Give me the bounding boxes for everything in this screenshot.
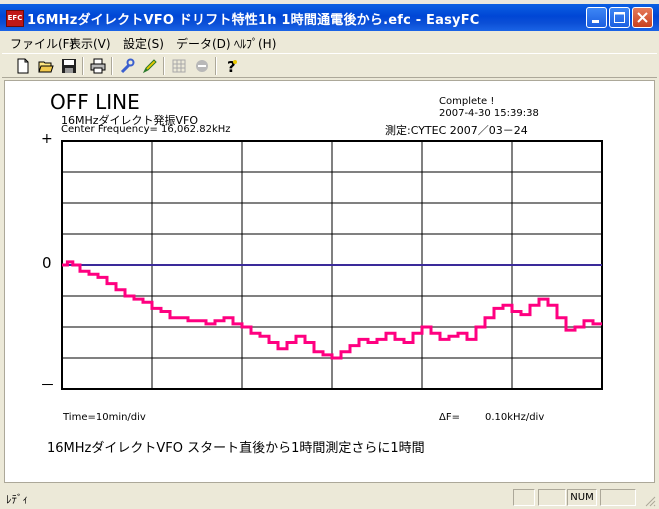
- title-bar[interactable]: EFC 16MHzダイレクトVFO ドリフト特性1h 1時間通電後から.efc …: [0, 4, 659, 31]
- menu-data[interactable]: データ(D): [176, 37, 231, 51]
- print-icon: [90, 58, 106, 74]
- new-file-button[interactable]: [13, 57, 33, 75]
- toolbar-separator: [215, 57, 217, 75]
- num-lock-indicator: NUM: [567, 489, 597, 506]
- toolbar-separator: [82, 57, 84, 75]
- y-zero-label: 0: [42, 254, 52, 272]
- window-title: 16MHzダイレクトVFO ドリフト特性1h 1時間通電後から.efc - Ea…: [27, 13, 480, 28]
- y-minus-label: －: [40, 376, 56, 394]
- time-division: Time=10min/div: [63, 412, 146, 423]
- grid-icon: [172, 59, 186, 73]
- minimize-icon: [592, 20, 599, 23]
- save-button[interactable]: [59, 57, 79, 75]
- stop-icon: [196, 60, 208, 72]
- menu-help[interactable]: ﾍﾙﾌﾟ(H): [234, 37, 277, 51]
- toolbar-separator: [111, 57, 113, 75]
- y-plus-label: +: [41, 131, 53, 147]
- measurement-comment: 16MHzダイレクトVFO スタート直後から1時間測定さらに1時間: [47, 441, 425, 456]
- connection-status: OFF LINE: [50, 90, 140, 114]
- help-icon: ?: [227, 58, 237, 74]
- new-file-icon: [17, 58, 29, 74]
- close-button[interactable]: [632, 7, 653, 28]
- status-panel: [538, 489, 566, 506]
- menu-bar: ファイル(F) 表示(V) 設定(S) データ(D) ﾍﾙﾌﾟ(H): [0, 31, 659, 53]
- pen-icon: [142, 59, 157, 74]
- resize-grip-icon[interactable]: [644, 495, 656, 507]
- background-strip: [0, 0, 659, 4]
- app-icon[interactable]: EFC: [6, 10, 24, 27]
- svg-text:?: ?: [227, 58, 236, 74]
- status-panel: [513, 489, 535, 506]
- device-name: 16MHzダイレクト発振VFO: [61, 114, 199, 127]
- delta-f-value: 0.10kHz/div: [485, 412, 545, 423]
- measured-by: 測定:CYTEC 2007／03－24: [385, 124, 528, 137]
- complete-status: Complete !: [439, 96, 495, 107]
- toolbar-separator: [163, 57, 165, 75]
- drift-chart: [61, 140, 603, 390]
- plot-area: OFF LINE 16MHzダイレクト発振VFO Center Frequenc…: [4, 80, 655, 483]
- menu-view[interactable]: 表示(V): [69, 37, 111, 51]
- open-folder-icon: [38, 61, 54, 73]
- maximize-button[interactable]: [609, 7, 630, 28]
- toolbar: ?: [2, 53, 657, 78]
- menu-settings[interactable]: 設定(S): [123, 37, 164, 51]
- wrench-button[interactable]: [117, 57, 137, 75]
- minimize-button[interactable]: [586, 7, 607, 28]
- timestamp: 2007-4-30 15:39:38: [439, 108, 539, 119]
- status-text: ﾚﾃﾞｨ: [6, 493, 28, 506]
- pen-button[interactable]: [140, 57, 160, 75]
- grid-button[interactable]: [169, 57, 189, 75]
- delta-f-label: ΔF=: [439, 412, 460, 423]
- stop-button[interactable]: [192, 57, 212, 75]
- print-button[interactable]: [88, 57, 108, 75]
- open-button[interactable]: [36, 57, 56, 75]
- help-button[interactable]: ?: [221, 57, 241, 75]
- drift-trace: [62, 260, 602, 360]
- status-panel: [600, 489, 636, 506]
- center-frequency: Center Frequency= 16,062.82kHz: [61, 124, 231, 135]
- status-bar: ﾚﾃﾞｨ NUM: [0, 486, 659, 509]
- menu-file[interactable]: ファイル(F): [10, 37, 75, 51]
- close-icon: [637, 12, 648, 23]
- save-icon: [62, 59, 76, 73]
- wrench-icon: [120, 58, 135, 74]
- app-window: EFC 16MHzダイレクトVFO ドリフト特性1h 1時間通電後から.efc …: [0, 4, 659, 509]
- maximize-icon: [614, 12, 625, 23]
